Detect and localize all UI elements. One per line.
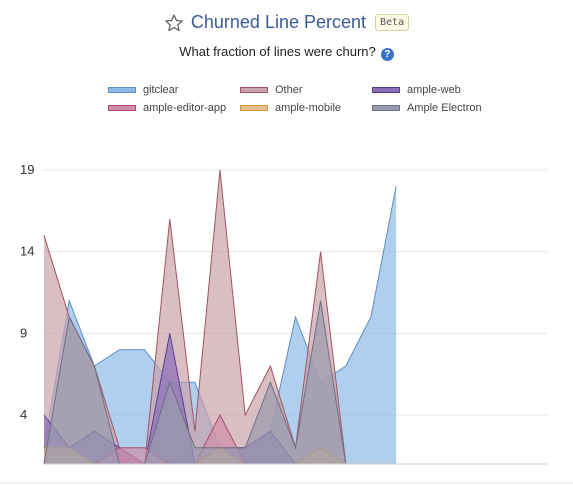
chart-title: Churned Line Percent — [190, 12, 367, 32]
legend-item[interactable]: ample-web — [372, 84, 461, 96]
y-tick-label: 14 — [20, 244, 34, 259]
series-area-ample-editor-app — [44, 415, 346, 464]
beta-badge: Beta — [375, 14, 410, 31]
help-icon[interactable]: ? — [380, 48, 394, 61]
series-line-ample-electron — [43, 300, 347, 465]
series-area-ample-electron — [44, 300, 346, 464]
legend-item[interactable]: ample-editor-app — [108, 102, 226, 114]
legend-swatch — [240, 87, 268, 93]
chart-subtitle: What fraction of lines were churn?? — [0, 44, 573, 61]
legend-label: gitclear — [143, 84, 179, 96]
legend-label: Other — [275, 84, 303, 96]
legend-label: ample-web — [407, 84, 461, 96]
y-tick-label: 4 — [20, 407, 27, 422]
legend-swatch — [372, 105, 400, 111]
chart-header: Churned Line Percent Beta — [0, 12, 573, 33]
legend-label: ample-editor-app — [143, 102, 227, 114]
legend-item[interactable]: gitclear — [108, 84, 178, 96]
legend-swatch — [108, 87, 136, 93]
y-tick-label: 9 — [20, 325, 27, 340]
legend-label: ample-mobile — [275, 102, 342, 114]
legend-swatch — [108, 105, 136, 111]
subtitle-text: What fraction of lines were churn? — [179, 44, 376, 59]
legend-swatch — [240, 105, 268, 111]
legend-item[interactable]: Ample Electron — [372, 102, 482, 114]
star-icon[interactable] — [164, 13, 184, 33]
legend-item[interactable]: Other — [240, 84, 303, 96]
legend-swatch — [372, 87, 400, 93]
y-tick-label: 19 — [20, 162, 34, 177]
legend-item[interactable]: ample-mobile — [240, 102, 341, 114]
legend-label: Ample Electron — [407, 102, 482, 114]
